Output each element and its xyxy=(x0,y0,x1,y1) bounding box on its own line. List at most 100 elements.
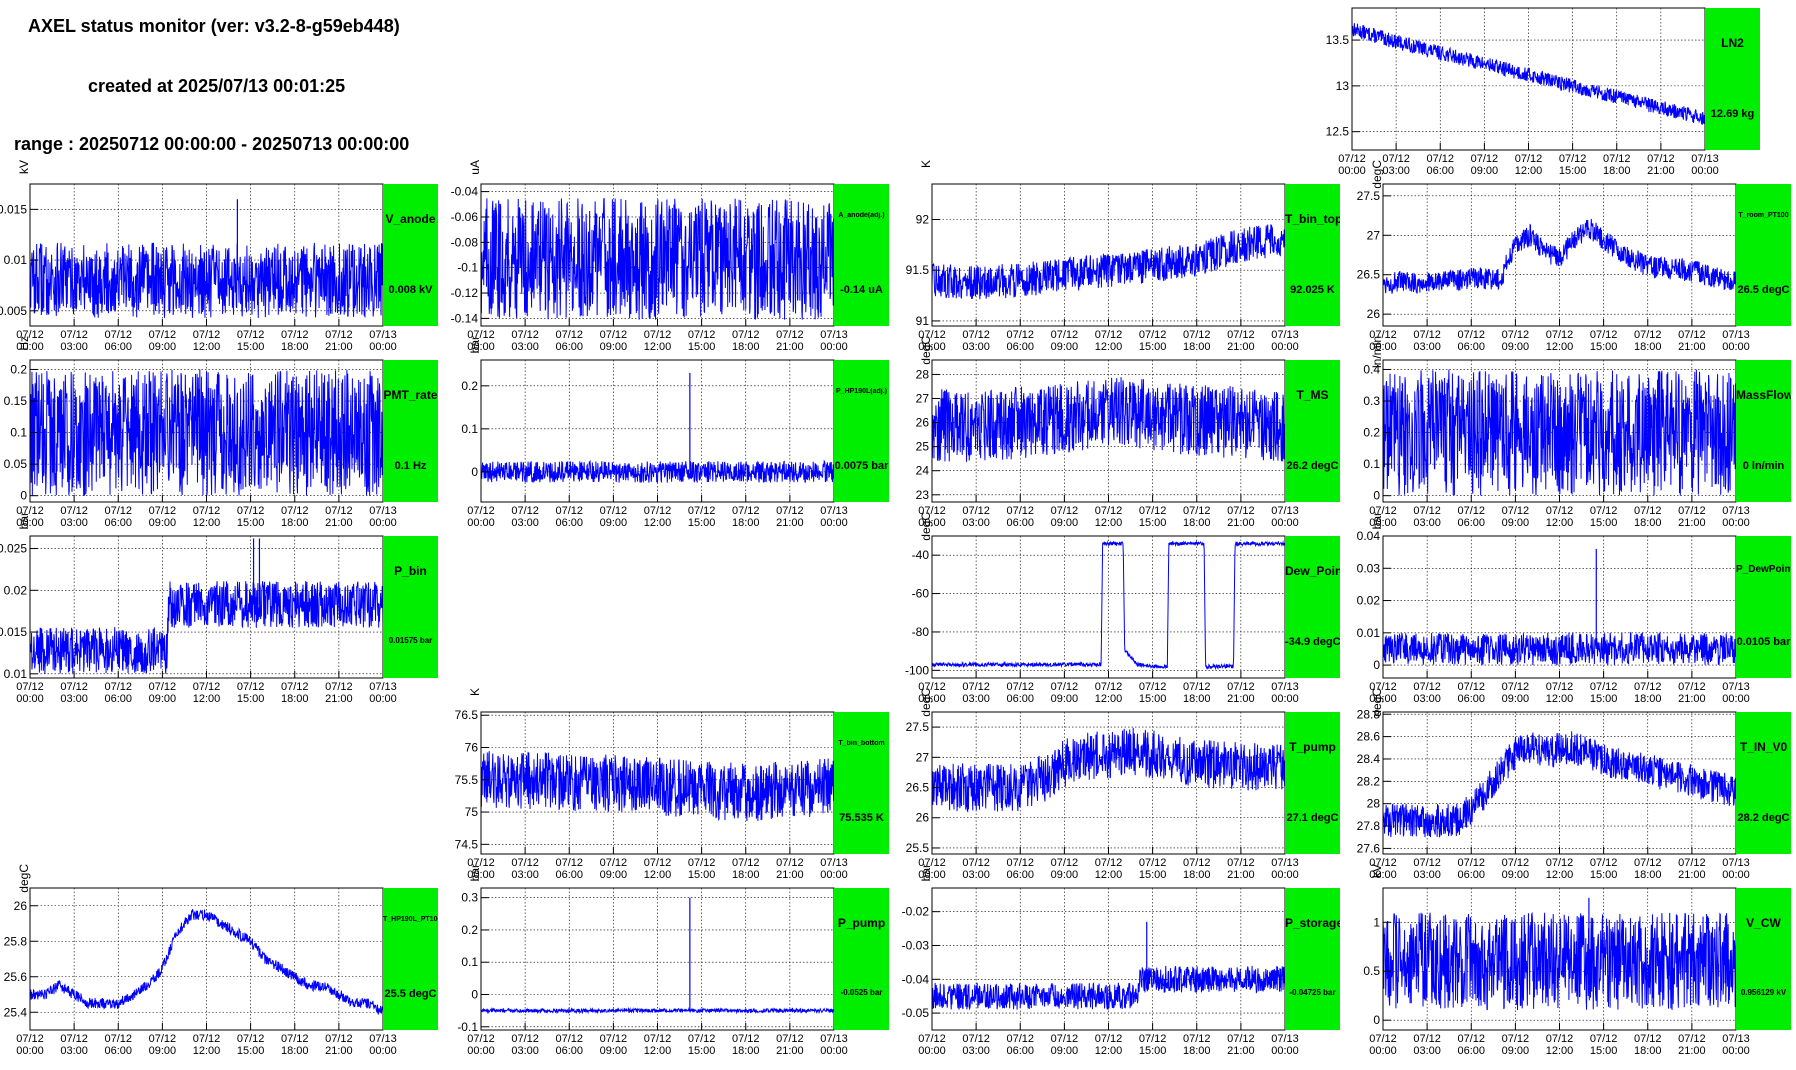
x-tick-date: 07/12 xyxy=(1095,681,1123,693)
x-tick-date: 07/13 xyxy=(369,505,397,517)
y-axis-label: degC xyxy=(17,864,31,893)
x-tick-time: 18:00 xyxy=(732,1045,760,1057)
status-box-p_storage: P_storage -0.04725 bar xyxy=(1285,888,1340,1030)
series-line-dew_point xyxy=(931,540,1286,671)
status-label: P_HP190L(adj.) xyxy=(836,388,887,395)
x-tick-time: 00:00 xyxy=(1722,869,1750,881)
x-tick-date: 07/13 xyxy=(1722,857,1750,869)
x-tick-time: 12:00 xyxy=(193,1045,221,1057)
y-tick-label: 27.5 xyxy=(906,720,930,734)
x-tick-date: 07/12 xyxy=(104,505,132,517)
x-tick-time: 21:00 xyxy=(1227,693,1255,705)
y-tick-label: 0 xyxy=(20,489,27,503)
status-label: Dew_Point xyxy=(1285,564,1340,578)
status-box-t_in_v0: T_IN_V0 28.2 degC xyxy=(1736,712,1791,854)
x-tick-time: 00:00 xyxy=(1369,693,1397,705)
y-tick-label: 26.5 xyxy=(1357,268,1381,282)
x-tick-time: 00:00 xyxy=(918,869,946,881)
y-tick-label: 0.4 xyxy=(1363,362,1380,376)
y-tick-label: -0.06 xyxy=(451,210,479,224)
y-axis-label: degC xyxy=(919,688,933,717)
x-tick-time: 03:00 xyxy=(60,517,88,529)
x-tick-time: 12:00 xyxy=(1095,693,1123,705)
status-label: T_pump xyxy=(1289,740,1336,754)
x-tick-time: 18:00 xyxy=(732,517,760,529)
y-tick-label: 76 xyxy=(465,741,479,755)
x-tick-date: 07/12 xyxy=(104,681,132,693)
x-tick-time: 00:00 xyxy=(369,517,397,529)
series-line-v_anode xyxy=(29,242,384,318)
x-tick-date: 07/12 xyxy=(1095,857,1123,869)
x-tick-time: 21:00 xyxy=(1678,517,1706,529)
x-tick-date: 07/13 xyxy=(369,681,397,693)
x-tick-date: 07/13 xyxy=(1722,329,1750,341)
x-tick-time: 15:00 xyxy=(1590,341,1618,353)
x-tick-time: 03:00 xyxy=(511,869,539,881)
y-tick-label: -0.14 xyxy=(451,311,479,325)
y-tick-label: 0.04 xyxy=(1357,529,1381,543)
y-tick-label: 27 xyxy=(1367,228,1381,242)
x-tick-date: 07/12 xyxy=(555,329,583,341)
y-tick-label: 0 xyxy=(1373,489,1380,503)
series-line-t_pump xyxy=(931,727,1286,813)
x-tick-time: 12:00 xyxy=(644,341,672,353)
y-tick-label: 0.015 xyxy=(0,202,27,216)
y-tick-label: 92 xyxy=(916,213,930,227)
x-tick-date: 07/12 xyxy=(60,1033,88,1045)
chart-panel-v_cw: 0 0.5 1 kV 07/12 00:00 07/12 03:00 07/12 06:00 07/… xyxy=(1363,864,1796,1057)
y-tick-label: -0.03 xyxy=(902,938,930,952)
x-tick-time: 06:00 xyxy=(1006,693,1034,705)
x-tick-time: 21:00 xyxy=(1227,517,1255,529)
x-tick-date: 07/12 xyxy=(149,505,177,517)
x-tick-date: 07/12 xyxy=(193,329,221,341)
x-tick-date: 07/12 xyxy=(644,505,672,517)
x-tick-time: 03:00 xyxy=(962,341,990,353)
y-tick-label: 26 xyxy=(916,811,930,825)
x-tick-date: 07/12 xyxy=(1369,329,1397,341)
y-tick-label: 0 xyxy=(1373,1013,1380,1027)
status-label: MassFlow xyxy=(1736,388,1791,402)
x-tick-date: 07/12 xyxy=(1634,329,1662,341)
x-tick-time: 00:00 xyxy=(1271,1045,1299,1057)
status-label: V_CW xyxy=(1746,916,1781,930)
y-axis-label: bar xyxy=(468,864,482,881)
status-value: 0.956129 kV xyxy=(1740,988,1787,997)
x-tick-time: 12:00 xyxy=(1515,165,1543,177)
status-box-massflow: MassFlow 0 ln/min xyxy=(1736,360,1791,502)
x-tick-date: 07/12 xyxy=(1590,681,1618,693)
y-tick-label: 0.3 xyxy=(1363,394,1380,408)
x-tick-date: 07/12 xyxy=(962,857,990,869)
status-box-ln2: LN2 12.69 kg xyxy=(1705,8,1760,150)
x-tick-time: 06:00 xyxy=(1457,517,1485,529)
x-tick-time: 09:00 xyxy=(149,341,177,353)
x-tick-time: 21:00 xyxy=(776,341,804,353)
status-box-t_hp190l: T_HP190L_PT100 25.5 degC xyxy=(383,888,438,1030)
x-tick-time: 12:00 xyxy=(644,869,672,881)
x-tick-date: 07/12 xyxy=(918,329,946,341)
x-tick-date: 07/12 xyxy=(688,857,716,869)
x-tick-date: 07/12 xyxy=(1051,505,1079,517)
y-axis-label: degC xyxy=(919,336,933,365)
x-tick-date: 07/12 xyxy=(104,1033,132,1045)
status-value: 28.2 degC xyxy=(1737,812,1790,824)
x-tick-time: 21:00 xyxy=(1647,165,1675,177)
x-tick-date: 07/12 xyxy=(644,857,672,869)
x-tick-time: 21:00 xyxy=(1678,869,1706,881)
x-tick-date: 07/12 xyxy=(511,505,539,517)
x-tick-time: 21:00 xyxy=(325,693,353,705)
x-tick-time: 00:00 xyxy=(918,693,946,705)
status-label: PMT_rate xyxy=(383,388,438,402)
x-tick-date: 07/12 xyxy=(600,505,628,517)
x-tick-date: 07/12 xyxy=(918,857,946,869)
x-tick-time: 06:00 xyxy=(104,693,132,705)
x-tick-date: 07/13 xyxy=(1691,153,1719,165)
y-axis-label: bar xyxy=(1370,512,1384,529)
x-tick-date: 07/12 xyxy=(1457,681,1485,693)
x-tick-date: 07/12 xyxy=(1678,681,1706,693)
series-line-p_storage xyxy=(931,965,1286,1011)
grid xyxy=(1351,8,1706,150)
x-tick-time: 18:00 xyxy=(1183,693,1211,705)
x-tick-time: 15:00 xyxy=(688,341,716,353)
x-tick-time: 00:00 xyxy=(1271,341,1299,353)
chart-svg-t_bin_top: 9191.592K07/1200:0007/1203:0007/1206:000… xyxy=(906,160,1299,353)
